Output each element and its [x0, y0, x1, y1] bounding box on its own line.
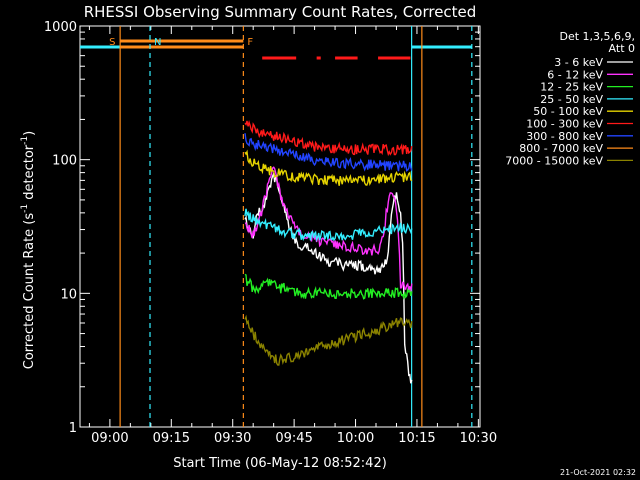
legend-entry-label: 800 - 7000 keV	[519, 142, 603, 155]
legend-entry-label: 300 - 800 keV	[526, 130, 603, 143]
legend-entry-label: 100 - 300 keV	[526, 118, 603, 131]
series-line	[244, 171, 413, 384]
legend-entry-label: 12 - 25 keV	[540, 81, 603, 94]
annotation-label: F	[247, 37, 253, 48]
x-tick-label: 09:45	[275, 431, 312, 446]
legend-header: Att 0	[609, 42, 635, 55]
legend-entry-label: 3 - 6 keV	[554, 56, 603, 69]
legend-entry-label: 6 - 12 keV	[547, 68, 603, 81]
plot-area: 09:00 09:15 09:30 09:45 10:00 10:15 10:30 1 10 10…	[44, 20, 497, 446]
annotation-label: N	[154, 37, 161, 48]
x-tick-label: 10:30	[460, 431, 497, 446]
x-tick-label: 09:15	[153, 431, 190, 446]
x-tick-label: 10:00	[337, 431, 374, 446]
legend-entry-label: 7000 - 15000 keV	[505, 154, 603, 167]
legend-header: Det 1,3,5,6,9,	[559, 30, 635, 43]
plot-frame	[79, 25, 481, 428]
series-line	[244, 166, 413, 293]
series-line	[244, 208, 413, 242]
footer-date: 21-Oct-2021 02:32	[560, 468, 636, 477]
svg-text:Corrected Count Rate (s-1 dete: Corrected Count Rate (s-1 detector-1)	[20, 131, 37, 369]
x-tick-label: 09:30	[214, 431, 251, 446]
x-axis-label: Start Time (06-May-12 08:52:42)	[173, 456, 387, 471]
chart-title: RHESSI Observing Summary Count Rates, Co…	[84, 3, 477, 21]
series-line	[244, 133, 413, 172]
series-line	[244, 119, 413, 157]
series-line	[244, 314, 413, 366]
y-axis-label: Corrected Count Rate (s-1 detector-1)	[20, 131, 37, 369]
annotation-label: S	[109, 37, 115, 48]
y-tick-label: 100	[52, 154, 77, 169]
y-tick-label: 1	[69, 421, 77, 436]
y-tick-label: 10	[60, 287, 77, 302]
x-tick-label: 09:00	[91, 431, 128, 446]
series-line	[244, 273, 413, 300]
x-tick-label: 10:15	[398, 431, 435, 446]
y-tick-label: 1000	[44, 20, 77, 35]
legend-entry-label: 50 - 100 keV	[533, 105, 603, 118]
legend-entry-label: 25 - 50 keV	[540, 93, 603, 106]
series-line	[244, 149, 413, 186]
